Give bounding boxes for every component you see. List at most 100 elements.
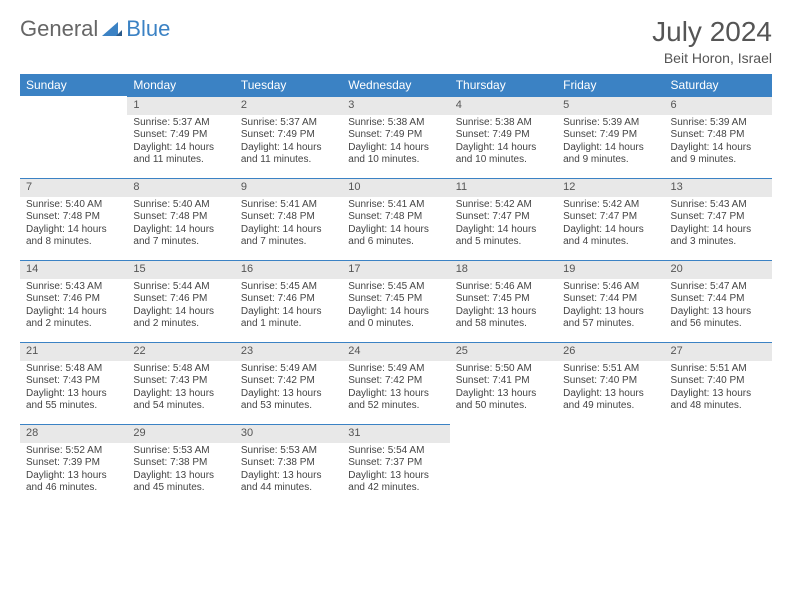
day-number: 23: [235, 342, 342, 361]
day-content: Sunrise: 5:49 AMSunset: 7:42 PMDaylight:…: [235, 361, 342, 417]
weekday-header: Friday: [557, 74, 664, 96]
weekday-header: Sunday: [20, 74, 127, 96]
weekday-header: Monday: [127, 74, 234, 96]
day-content: Sunrise: 5:46 AMSunset: 7:45 PMDaylight:…: [450, 279, 557, 335]
day-number: 7: [20, 178, 127, 197]
calendar-cell: 15Sunrise: 5:44 AMSunset: 7:46 PMDayligh…: [127, 260, 234, 342]
day-content: Sunrise: 5:48 AMSunset: 7:43 PMDaylight:…: [127, 361, 234, 417]
day-number: 16: [235, 260, 342, 279]
day-content: Sunrise: 5:41 AMSunset: 7:48 PMDaylight:…: [235, 197, 342, 253]
day-number: 14: [20, 260, 127, 279]
day-number: 22: [127, 342, 234, 361]
day-content: Sunrise: 5:45 AMSunset: 7:45 PMDaylight:…: [342, 279, 449, 335]
month-title: July 2024: [652, 16, 772, 48]
calendar-cell: 27Sunrise: 5:51 AMSunset: 7:40 PMDayligh…: [665, 342, 772, 424]
day-number: 18: [450, 260, 557, 279]
calendar-cell: 14Sunrise: 5:43 AMSunset: 7:46 PMDayligh…: [20, 260, 127, 342]
calendar-cell: 24Sunrise: 5:49 AMSunset: 7:42 PMDayligh…: [342, 342, 449, 424]
day-number: 2: [235, 96, 342, 115]
day-content: Sunrise: 5:51 AMSunset: 7:40 PMDaylight:…: [557, 361, 664, 417]
calendar-cell: 25Sunrise: 5:50 AMSunset: 7:41 PMDayligh…: [450, 342, 557, 424]
calendar-cell: 12Sunrise: 5:42 AMSunset: 7:47 PMDayligh…: [557, 178, 664, 260]
day-number: 30: [235, 424, 342, 443]
day-content: Sunrise: 5:48 AMSunset: 7:43 PMDaylight:…: [20, 361, 127, 417]
day-content: Sunrise: 5:37 AMSunset: 7:49 PMDaylight:…: [127, 115, 234, 171]
calendar-cell: 31Sunrise: 5:54 AMSunset: 7:37 PMDayligh…: [342, 424, 449, 506]
location: Beit Horon, Israel: [652, 50, 772, 66]
day-number: 12: [557, 178, 664, 197]
day-content: Sunrise: 5:45 AMSunset: 7:46 PMDaylight:…: [235, 279, 342, 335]
calendar-cell: 4Sunrise: 5:38 AMSunset: 7:49 PMDaylight…: [450, 96, 557, 178]
day-content: Sunrise: 5:38 AMSunset: 7:49 PMDaylight:…: [342, 115, 449, 171]
calendar-cell: 19Sunrise: 5:46 AMSunset: 7:44 PMDayligh…: [557, 260, 664, 342]
calendar-cell: 16Sunrise: 5:45 AMSunset: 7:46 PMDayligh…: [235, 260, 342, 342]
day-number: 27: [665, 342, 772, 361]
day-content: Sunrise: 5:42 AMSunset: 7:47 PMDaylight:…: [557, 197, 664, 253]
day-content: Sunrise: 5:52 AMSunset: 7:39 PMDaylight:…: [20, 443, 127, 499]
day-number: 13: [665, 178, 772, 197]
day-content: Sunrise: 5:49 AMSunset: 7:42 PMDaylight:…: [342, 361, 449, 417]
calendar-cell: 29Sunrise: 5:53 AMSunset: 7:38 PMDayligh…: [127, 424, 234, 506]
day-content: Sunrise: 5:53 AMSunset: 7:38 PMDaylight:…: [235, 443, 342, 499]
day-number: 20: [665, 260, 772, 279]
calendar-cell: 8Sunrise: 5:40 AMSunset: 7:48 PMDaylight…: [127, 178, 234, 260]
calendar-body: 1Sunrise: 5:37 AMSunset: 7:49 PMDaylight…: [20, 96, 772, 506]
day-content: Sunrise: 5:40 AMSunset: 7:48 PMDaylight:…: [127, 197, 234, 253]
calendar-cell: 13Sunrise: 5:43 AMSunset: 7:47 PMDayligh…: [665, 178, 772, 260]
logo-text-blue: Blue: [126, 16, 170, 42]
day-number: 29: [127, 424, 234, 443]
calendar-cell: 3Sunrise: 5:38 AMSunset: 7:49 PMDaylight…: [342, 96, 449, 178]
day-content: Sunrise: 5:46 AMSunset: 7:44 PMDaylight:…: [557, 279, 664, 335]
day-content: Sunrise: 5:37 AMSunset: 7:49 PMDaylight:…: [235, 115, 342, 171]
calendar-cell: 18Sunrise: 5:46 AMSunset: 7:45 PMDayligh…: [450, 260, 557, 342]
day-number: 3: [342, 96, 449, 115]
calendar-table: SundayMondayTuesdayWednesdayThursdayFrid…: [20, 74, 772, 506]
day-number: 5: [557, 96, 664, 115]
calendar-cell: 30Sunrise: 5:53 AMSunset: 7:38 PMDayligh…: [235, 424, 342, 506]
calendar-cell: 6Sunrise: 5:39 AMSunset: 7:48 PMDaylight…: [665, 96, 772, 178]
day-number: 24: [342, 342, 449, 361]
day-number: 21: [20, 342, 127, 361]
day-content: Sunrise: 5:44 AMSunset: 7:46 PMDaylight:…: [127, 279, 234, 335]
calendar-cell: 7Sunrise: 5:40 AMSunset: 7:48 PMDaylight…: [20, 178, 127, 260]
day-number: 9: [235, 178, 342, 197]
day-number: 28: [20, 424, 127, 443]
day-content: Sunrise: 5:38 AMSunset: 7:49 PMDaylight:…: [450, 115, 557, 171]
day-number: 8: [127, 178, 234, 197]
day-number: 10: [342, 178, 449, 197]
day-number: 11: [450, 178, 557, 197]
day-number: 25: [450, 342, 557, 361]
calendar-cell: [557, 424, 664, 506]
day-content: Sunrise: 5:39 AMSunset: 7:48 PMDaylight:…: [665, 115, 772, 171]
day-number: 31: [342, 424, 449, 443]
triangle-icon: [102, 16, 122, 42]
day-number: 4: [450, 96, 557, 115]
day-content: Sunrise: 5:41 AMSunset: 7:48 PMDaylight:…: [342, 197, 449, 253]
logo-text-general: General: [20, 16, 98, 42]
header: General Blue July 2024 Beit Horon, Israe…: [20, 16, 772, 66]
day-number: 19: [557, 260, 664, 279]
day-content: Sunrise: 5:51 AMSunset: 7:40 PMDaylight:…: [665, 361, 772, 417]
calendar-cell: 17Sunrise: 5:45 AMSunset: 7:45 PMDayligh…: [342, 260, 449, 342]
calendar-cell: 10Sunrise: 5:41 AMSunset: 7:48 PMDayligh…: [342, 178, 449, 260]
calendar-cell: 11Sunrise: 5:42 AMSunset: 7:47 PMDayligh…: [450, 178, 557, 260]
calendar-cell: [665, 424, 772, 506]
calendar-head: SundayMondayTuesdayWednesdayThursdayFrid…: [20, 74, 772, 96]
calendar-cell: [450, 424, 557, 506]
day-number: 15: [127, 260, 234, 279]
day-number: 17: [342, 260, 449, 279]
calendar-cell: 22Sunrise: 5:48 AMSunset: 7:43 PMDayligh…: [127, 342, 234, 424]
weekday-header: Thursday: [450, 74, 557, 96]
day-content: Sunrise: 5:54 AMSunset: 7:37 PMDaylight:…: [342, 443, 449, 499]
day-content: Sunrise: 5:53 AMSunset: 7:38 PMDaylight:…: [127, 443, 234, 499]
day-content: Sunrise: 5:42 AMSunset: 7:47 PMDaylight:…: [450, 197, 557, 253]
day-number: 6: [665, 96, 772, 115]
calendar-cell: 9Sunrise: 5:41 AMSunset: 7:48 PMDaylight…: [235, 178, 342, 260]
calendar-cell: 20Sunrise: 5:47 AMSunset: 7:44 PMDayligh…: [665, 260, 772, 342]
calendar-cell: 23Sunrise: 5:49 AMSunset: 7:42 PMDayligh…: [235, 342, 342, 424]
calendar-cell: 21Sunrise: 5:48 AMSunset: 7:43 PMDayligh…: [20, 342, 127, 424]
day-number: 1: [127, 96, 234, 115]
day-content: Sunrise: 5:50 AMSunset: 7:41 PMDaylight:…: [450, 361, 557, 417]
calendar-cell: [20, 96, 127, 178]
calendar-cell: 26Sunrise: 5:51 AMSunset: 7:40 PMDayligh…: [557, 342, 664, 424]
